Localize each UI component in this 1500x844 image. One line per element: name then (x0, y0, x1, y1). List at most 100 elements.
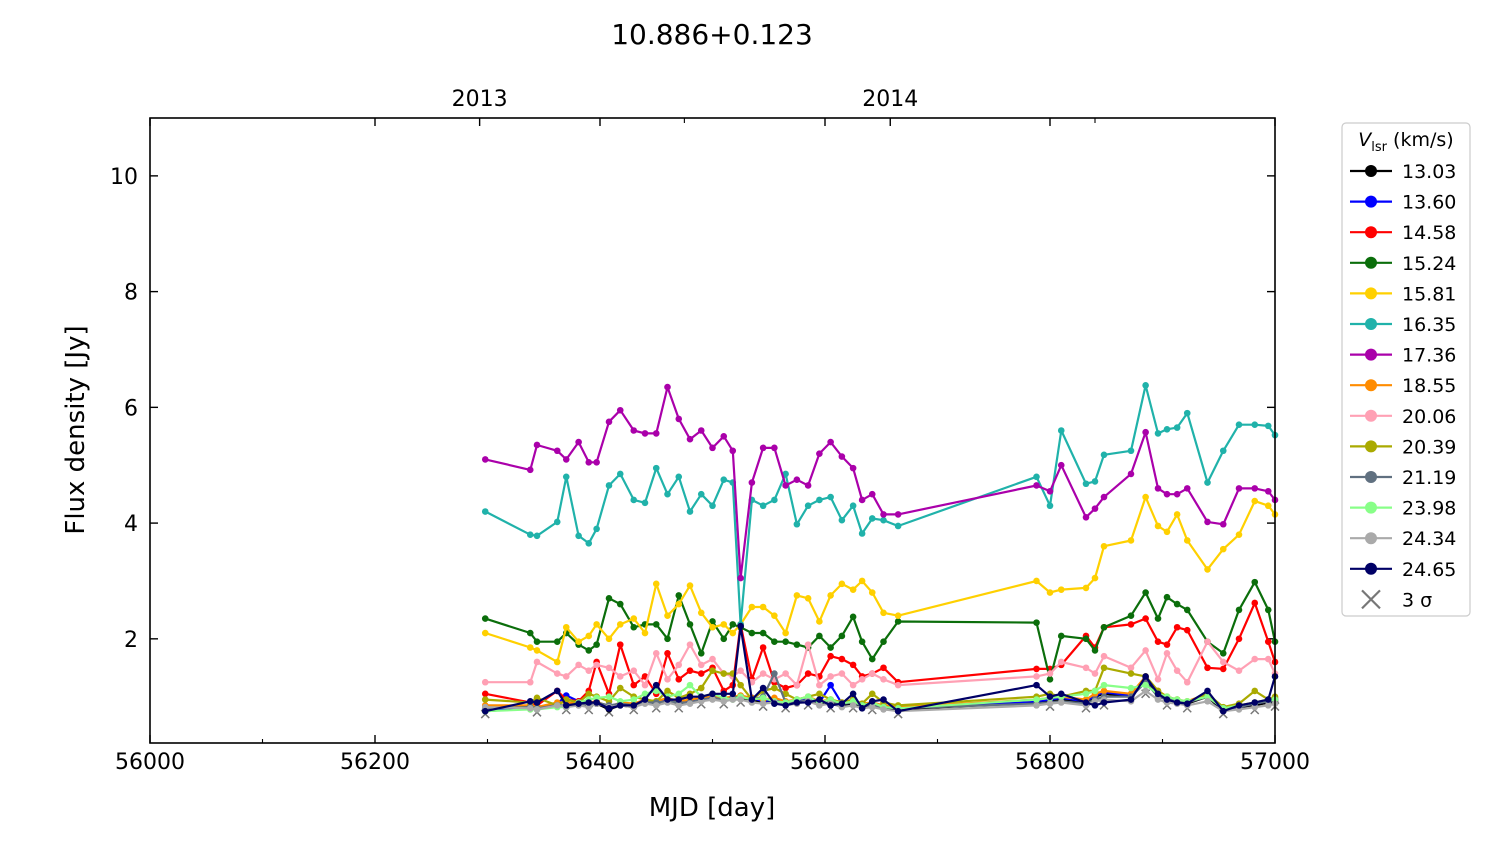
series-point (880, 511, 887, 518)
legend-entry: 18.55 (1350, 375, 1456, 397)
legend-label: 17.36 (1402, 345, 1456, 367)
legend-label: 20.06 (1402, 406, 1456, 428)
series-point (697, 609, 705, 617)
series-point (1163, 696, 1171, 703)
top-year-label: 2014 (862, 87, 918, 112)
series-point (737, 574, 744, 582)
series-point (1163, 490, 1171, 498)
series-point (652, 621, 660, 628)
legend-entry: 24.65 (1350, 559, 1456, 581)
series-point (553, 447, 561, 455)
series-point (759, 670, 767, 677)
series-point (593, 641, 600, 648)
series-point (1127, 447, 1135, 455)
series-point (1127, 537, 1135, 544)
series-point (585, 703, 593, 711)
series-point (1264, 606, 1272, 614)
series-line (484, 384, 1276, 626)
series-point (1046, 502, 1054, 510)
series-point (697, 670, 705, 677)
series-point (720, 621, 728, 628)
series-point (1163, 593, 1171, 601)
series-point (562, 456, 570, 463)
series-point (605, 704, 613, 712)
series-point (1046, 693, 1054, 701)
series-point (880, 696, 887, 703)
legend-marker (1365, 471, 1377, 483)
series-point (1173, 511, 1181, 518)
series-point (816, 450, 823, 457)
legend-marker (1365, 532, 1377, 545)
series-point (1183, 678, 1191, 686)
series-point (782, 470, 789, 478)
x-tick-label: 57000 (1240, 750, 1310, 775)
legend-label: 13.60 (1402, 192, 1456, 214)
series-point (729, 447, 737, 455)
series-point (1264, 655, 1272, 663)
series-point (553, 702, 561, 709)
series-point (759, 444, 767, 452)
series-point (838, 580, 846, 588)
series-point (1057, 427, 1065, 434)
series-point (686, 435, 694, 443)
series-point (575, 661, 582, 669)
series-point (605, 595, 613, 602)
series-point (782, 670, 789, 677)
series-point (1100, 623, 1108, 631)
series-point (686, 667, 694, 674)
series-point (748, 629, 756, 637)
series-point (630, 427, 638, 434)
series-point (1127, 470, 1135, 478)
series-point (1082, 690, 1090, 698)
series-point (858, 638, 866, 646)
legend-entry: 23.98 (1350, 498, 1456, 520)
series-point (804, 502, 812, 510)
series-point (526, 531, 534, 538)
series-point (816, 690, 823, 698)
series-point (729, 629, 737, 637)
series-point (1127, 696, 1135, 703)
series-point (1163, 426, 1171, 433)
x-tick-label: 56200 (340, 750, 410, 775)
legend-cross (1361, 589, 1381, 610)
series-point (697, 661, 705, 669)
series-point (605, 664, 613, 672)
series-point (605, 482, 613, 489)
series-point (1251, 485, 1259, 492)
series-point (1142, 673, 1149, 680)
series-point (1046, 670, 1054, 677)
series-point (664, 383, 671, 391)
series-point (759, 700, 767, 707)
legend-label: 20.39 (1402, 436, 1456, 458)
series-point (675, 473, 683, 481)
series-point (748, 479, 756, 486)
series-point (553, 670, 561, 677)
series-point (1057, 699, 1065, 706)
series-point (1264, 487, 1272, 495)
series-point (1142, 493, 1149, 501)
x-tick-label: 56600 (790, 750, 860, 775)
series-point (1154, 638, 1162, 646)
series-point (720, 635, 728, 643)
series-point (605, 635, 613, 643)
series-point (793, 681, 801, 689)
series-point (1173, 600, 1181, 608)
series-point (481, 615, 489, 622)
series-point (1100, 681, 1108, 689)
chart-title: 10.886+0.123 (611, 18, 813, 51)
series-point (553, 518, 561, 526)
series-point (675, 690, 683, 698)
series-point (838, 632, 846, 640)
series-point (616, 470, 624, 478)
series-point (1057, 632, 1065, 640)
series-point (1204, 698, 1211, 705)
series-point (1142, 382, 1149, 389)
series-point (585, 690, 593, 698)
series-point (1235, 667, 1243, 674)
series-point (816, 681, 823, 689)
x-tick-label: 56800 (1015, 750, 1085, 775)
series-point (533, 441, 541, 449)
series-point (1173, 424, 1181, 431)
series-point (481, 707, 489, 715)
